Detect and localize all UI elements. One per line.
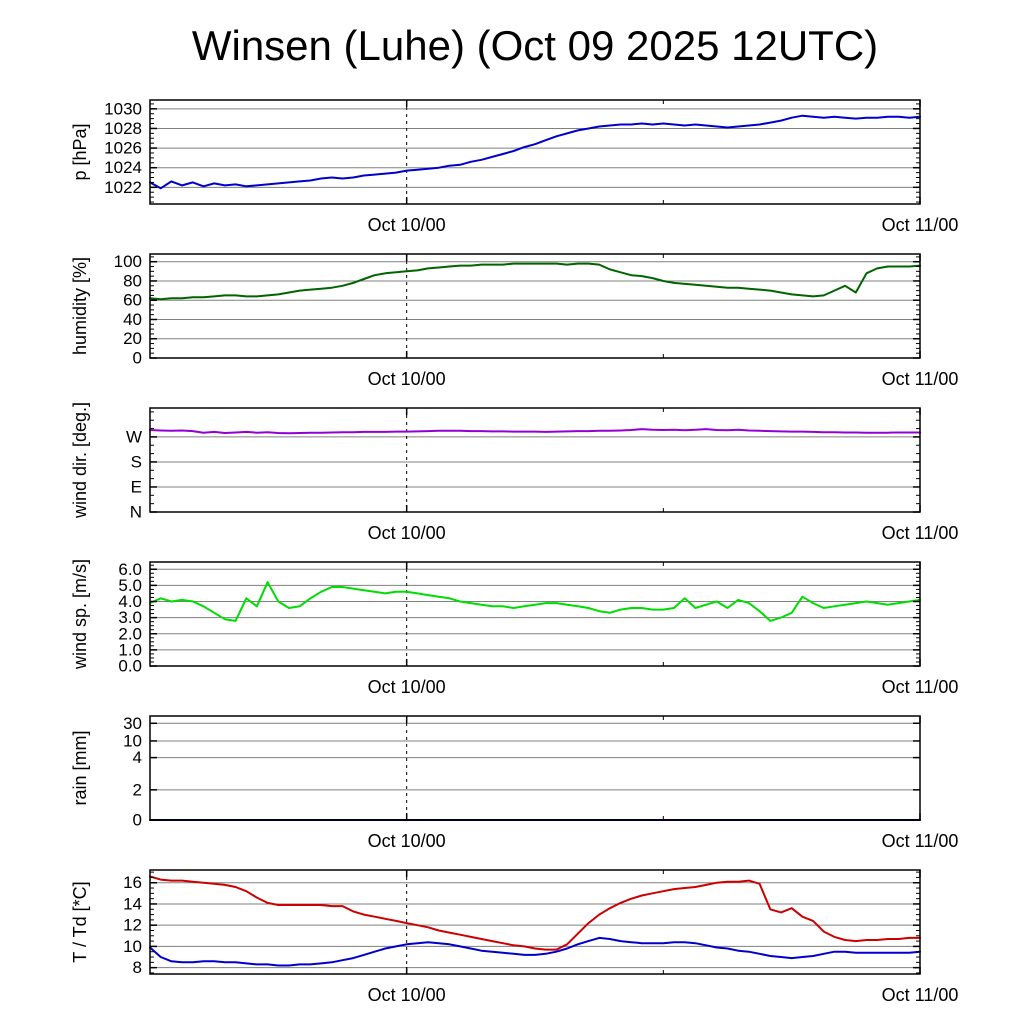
y-tick-label: 0 bbox=[133, 811, 142, 830]
y-tick-label: 12 bbox=[123, 916, 142, 935]
y-tick-label: 2.0 bbox=[118, 624, 142, 643]
y-tick-label: 4 bbox=[133, 748, 142, 767]
y-tick-label: 1028 bbox=[104, 119, 142, 138]
y-tick-label: 1024 bbox=[104, 158, 142, 177]
y-tick-label: 8 bbox=[133, 958, 142, 977]
x-tick-label: Oct 11/00 bbox=[882, 831, 959, 851]
chart-panels: 1022 1024 1026 1028 1030 Oct 10/00 Oct 11/00 p … bbox=[0, 90, 1024, 1014]
panel-svg-temperature-dewpoint: 8 10 12 14 16 Oct 10/00 Oct 11/00 T / Td [*C] bbox=[70, 869, 959, 1005]
y-tick-label: 1022 bbox=[104, 178, 142, 197]
y-tick-label: N bbox=[130, 503, 142, 522]
x-tick-label: Oct 10/00 bbox=[368, 677, 446, 697]
y-tick-label: 100 bbox=[114, 252, 142, 271]
y-tick-label: 80 bbox=[123, 271, 142, 290]
y-tick-label: 1.0 bbox=[118, 640, 142, 659]
y-tick-label: E bbox=[131, 477, 142, 496]
panel-svg-wind-speed: 0.01.02.03.04.05.06.0 Oct 10/00 Oct 11/00 w… bbox=[70, 559, 959, 697]
chart-panel-pressure: 1022 1024 1026 1028 1030 Oct 10/00 Oct 11/00 p … bbox=[0, 90, 1024, 244]
y-tick-label: 0 bbox=[133, 349, 142, 368]
y-tick-label: 4.0 bbox=[118, 592, 142, 611]
y-tick-label: 5.0 bbox=[118, 576, 142, 595]
chart-panel-humidity: 0 20 40 60 80 100 Oct 10/00 Oct 11/00 humidity [… bbox=[0, 244, 1024, 398]
x-tick-label: Oct 11/00 bbox=[882, 523, 959, 543]
y-axis-label: T / Td [*C] bbox=[70, 881, 90, 962]
x-tick-label: Oct 10/00 bbox=[368, 985, 446, 1005]
x-tick-label: Oct 11/00 bbox=[882, 215, 959, 235]
y-tick-label: 20 bbox=[123, 329, 142, 348]
x-tick-label: Oct 11/00 bbox=[882, 985, 959, 1005]
y-tick-label: 3.0 bbox=[118, 608, 142, 627]
y-tick-label: 40 bbox=[123, 310, 142, 329]
x-tick-label: Oct 11/00 bbox=[882, 369, 959, 389]
y-axis-label: humidity [%] bbox=[70, 257, 90, 355]
y-tick-label: 16 bbox=[123, 873, 142, 892]
y-tick-label: 10 bbox=[123, 937, 142, 956]
y-tick-label: 0.0 bbox=[118, 657, 142, 676]
y-tick-label: 60 bbox=[123, 291, 142, 310]
y-axis-label: p [hPa] bbox=[70, 123, 90, 180]
chart-panel-wind-direction: N E S W Oct 10/00 Oct 11/00 wind dir. [deg.] bbox=[0, 398, 1024, 552]
chart-panel-temperature-dewpoint: 8 10 12 14 16 Oct 10/00 Oct 11/00 T / Td [*C] bbox=[0, 860, 1024, 1014]
y-axis-label: wind sp. [m/s] bbox=[70, 559, 90, 670]
y-tick-label: S bbox=[131, 452, 142, 471]
x-tick-label: Oct 11/00 bbox=[882, 677, 959, 697]
y-tick-label: 14 bbox=[123, 894, 142, 913]
y-tick-label: 30 bbox=[123, 714, 142, 733]
y-tick-label: W bbox=[126, 427, 142, 446]
x-tick-label: Oct 10/00 bbox=[368, 523, 446, 543]
chart-title: Winsen (Luhe) (Oct 09 2025 12UTC) bbox=[191, 22, 879, 69]
x-tick-label: Oct 10/00 bbox=[368, 831, 446, 851]
x-tick-label: Oct 10/00 bbox=[368, 215, 446, 235]
y-tick-label: 1030 bbox=[104, 99, 142, 118]
y-tick-label: 10 bbox=[123, 731, 142, 750]
y-tick-label: 2 bbox=[133, 780, 142, 799]
y-axis-label: wind dir. [deg.] bbox=[70, 402, 90, 519]
chart-panel-wind-speed: 0.0 1.0 2.0 3.0 4.0 5.0 6.0 Oct 10/00 Oct 11/00 w… bbox=[0, 552, 1024, 706]
y-tick-label: 1026 bbox=[104, 139, 142, 158]
y-axis-label: rain [mm] bbox=[70, 730, 90, 805]
chart-panel-rain: 0 2 4 10 30 Oct 10/00 Oct 11/00 rain [mm] bbox=[0, 706, 1024, 860]
y-tick-label: 6.0 bbox=[118, 560, 142, 579]
x-tick-label: Oct 10/00 bbox=[368, 369, 446, 389]
